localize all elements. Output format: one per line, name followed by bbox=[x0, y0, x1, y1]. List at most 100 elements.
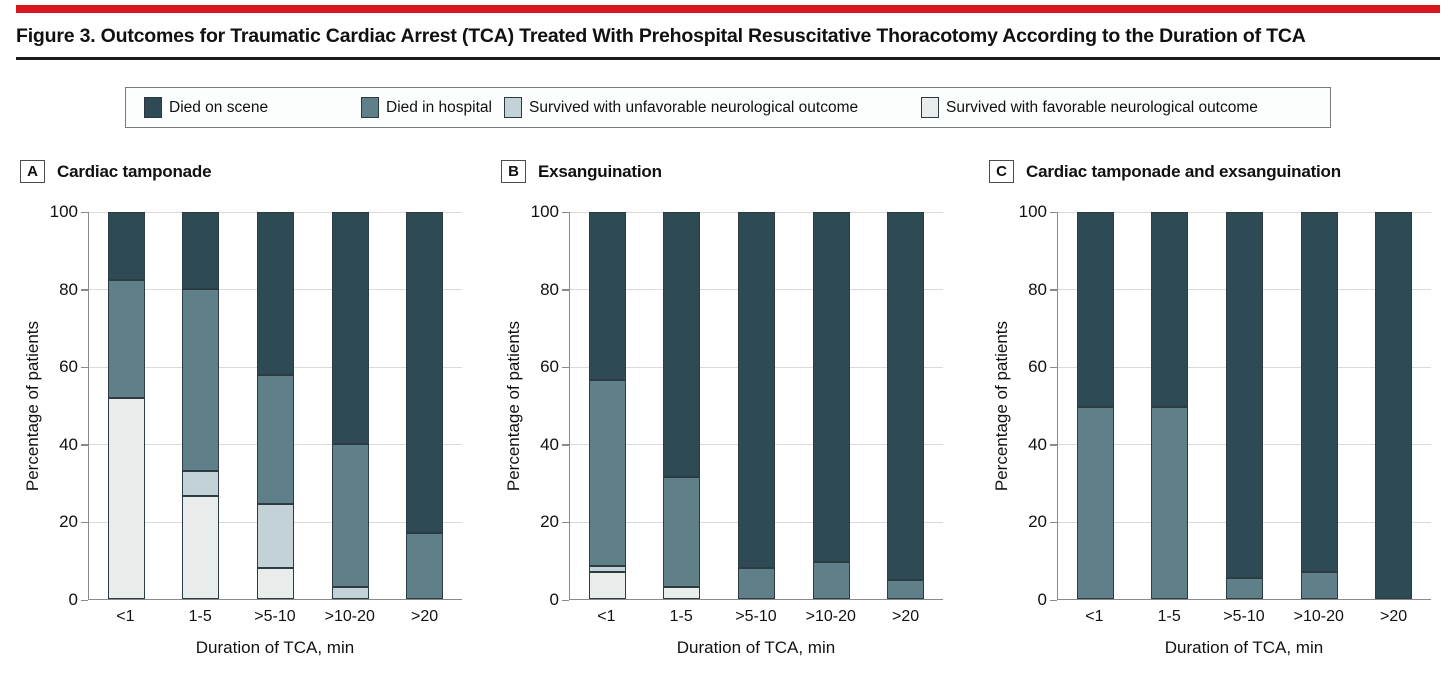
y-tick-mark bbox=[81, 366, 88, 369]
bar-segment bbox=[406, 533, 444, 599]
y-tick-mark bbox=[81, 521, 88, 524]
x-tick-label: <1 bbox=[1085, 608, 1104, 625]
y-tick-label: 20 bbox=[59, 512, 78, 532]
y-tick-label: 100 bbox=[49, 202, 78, 221]
x-tick-label: >5-10 bbox=[254, 608, 296, 625]
panel-c-header: C Cardiac tamponade and exsanguination bbox=[989, 160, 1341, 183]
bar-segment bbox=[182, 471, 220, 497]
x-axis-title: Duration of TCA, min bbox=[676, 638, 836, 657]
stacked-bar bbox=[256, 212, 294, 599]
bar-segment bbox=[1300, 212, 1338, 572]
bar-segment bbox=[1300, 571, 1338, 599]
y-tick-mark bbox=[562, 599, 569, 601]
stacked-bar bbox=[663, 212, 701, 599]
y-tick-mark bbox=[562, 211, 569, 213]
x-tick-labels: <1 1-5 >5-10 >10-20 >20 bbox=[1057, 608, 1431, 626]
x-tick-label: <1 bbox=[597, 608, 616, 625]
stacked-bar bbox=[1151, 212, 1189, 599]
stacked-bar bbox=[1300, 212, 1338, 599]
panel-letter-badge: C bbox=[989, 160, 1014, 183]
panel-b-header: B Exsanguination bbox=[501, 160, 662, 183]
plot-area bbox=[88, 212, 462, 600]
y-tick-label: 80 bbox=[1028, 279, 1047, 299]
x-tick-label: >10-20 bbox=[324, 608, 375, 625]
legend-label: Survived with unfavorable neurological o… bbox=[529, 98, 859, 116]
bar-segment bbox=[812, 562, 850, 599]
y-tick-label: 60 bbox=[540, 357, 559, 377]
panel-letter-badge: B bbox=[501, 160, 526, 183]
y-tick-label: 40 bbox=[59, 434, 78, 454]
died-on-scene-swatch bbox=[144, 97, 162, 118]
bar-segment bbox=[107, 279, 145, 398]
y-tick-mark bbox=[562, 521, 569, 524]
x-tick-labels: <1 1-5 >5-10 >10-20 >20 bbox=[88, 608, 462, 626]
legend-item-died-on-scene: Died on scene bbox=[144, 88, 268, 127]
bar-slot bbox=[645, 212, 720, 599]
panel-a-header: A Cardiac tamponade bbox=[20, 160, 212, 183]
survived-unfavorable-swatch bbox=[504, 97, 522, 118]
stacked-bar bbox=[1076, 212, 1114, 599]
bar-slot bbox=[1356, 212, 1431, 599]
y-tick-mark bbox=[81, 444, 88, 446]
y-tick-label: 20 bbox=[1028, 512, 1047, 532]
bar-slot bbox=[1282, 212, 1357, 599]
stacked-bar bbox=[1375, 212, 1413, 599]
bar-slot bbox=[313, 212, 388, 599]
y-tick-label: 0 bbox=[1037, 590, 1047, 609]
y-tick-mark bbox=[1050, 444, 1057, 446]
legend-label: Died on scene bbox=[169, 98, 269, 116]
bar-slot bbox=[238, 212, 313, 599]
panel-title: Cardiac tamponade and exsanguination bbox=[1026, 161, 1341, 181]
y-tick-labels: 0 20 40 60 80 100 bbox=[1013, 203, 1057, 609]
y-tick-label: 100 bbox=[530, 202, 559, 221]
y-tick-mark bbox=[1050, 521, 1057, 524]
x-tick-label: >10-20 bbox=[1293, 608, 1344, 625]
stacked-bar bbox=[812, 212, 850, 599]
plot-area bbox=[1057, 212, 1431, 600]
bar-segment bbox=[663, 477, 701, 588]
y-tick-mark bbox=[1050, 289, 1057, 291]
bar-segment bbox=[663, 212, 701, 478]
y-tick-label: 40 bbox=[1028, 434, 1047, 454]
legend-item-died-in-hospital: Died in hospital bbox=[361, 88, 492, 127]
bar-segment bbox=[107, 397, 145, 599]
bar-segment bbox=[588, 571, 626, 599]
y-tick-labels: 0 20 40 60 80 100 bbox=[44, 203, 88, 609]
bar-segment bbox=[256, 374, 294, 505]
bars bbox=[570, 212, 943, 599]
y-tick-label: 40 bbox=[540, 434, 559, 454]
panel-a: A Cardiac tamponade Percentage of patien… bbox=[16, 160, 478, 672]
bar-segment bbox=[1151, 407, 1189, 599]
y-tick-label: 80 bbox=[59, 279, 78, 299]
stacked-bar bbox=[182, 212, 220, 599]
survived-favorable-swatch bbox=[921, 97, 939, 118]
bar-slot bbox=[164, 212, 239, 599]
bar-segment bbox=[331, 212, 369, 445]
y-tick-label: 20 bbox=[540, 512, 559, 532]
bar-segment bbox=[887, 579, 925, 599]
stacked-bar bbox=[406, 212, 444, 599]
x-tick-label: >5-10 bbox=[1223, 608, 1265, 625]
y-tick-label: 80 bbox=[540, 279, 559, 299]
bar-slot bbox=[570, 212, 645, 599]
bar-slot bbox=[1058, 212, 1133, 599]
bar-segment bbox=[588, 566, 626, 572]
legend: Died on scene Died in hospital Survived … bbox=[125, 87, 1331, 128]
bar-slot bbox=[1133, 212, 1208, 599]
bar-segment bbox=[256, 504, 294, 569]
y-tick-mark bbox=[562, 289, 569, 291]
bar-slot bbox=[794, 212, 869, 599]
y-axis-title: Percentage of patients bbox=[23, 320, 42, 492]
panel-letter-badge: A bbox=[20, 160, 45, 183]
y-tick-mark bbox=[562, 444, 569, 446]
bar-slot bbox=[719, 212, 794, 599]
y-tick-mark bbox=[1050, 366, 1057, 369]
bar-segment bbox=[1076, 407, 1114, 599]
bar-segment bbox=[1076, 212, 1114, 408]
x-tick-label: >20 bbox=[411, 608, 439, 625]
legend-label: Survived with favorable neurological out… bbox=[946, 98, 1258, 116]
legend-item-survived-unfavorable: Survived with unfavorable neurological o… bbox=[504, 88, 858, 127]
y-tick-label: 0 bbox=[549, 590, 559, 609]
x-tick-label: >10-20 bbox=[805, 608, 856, 625]
